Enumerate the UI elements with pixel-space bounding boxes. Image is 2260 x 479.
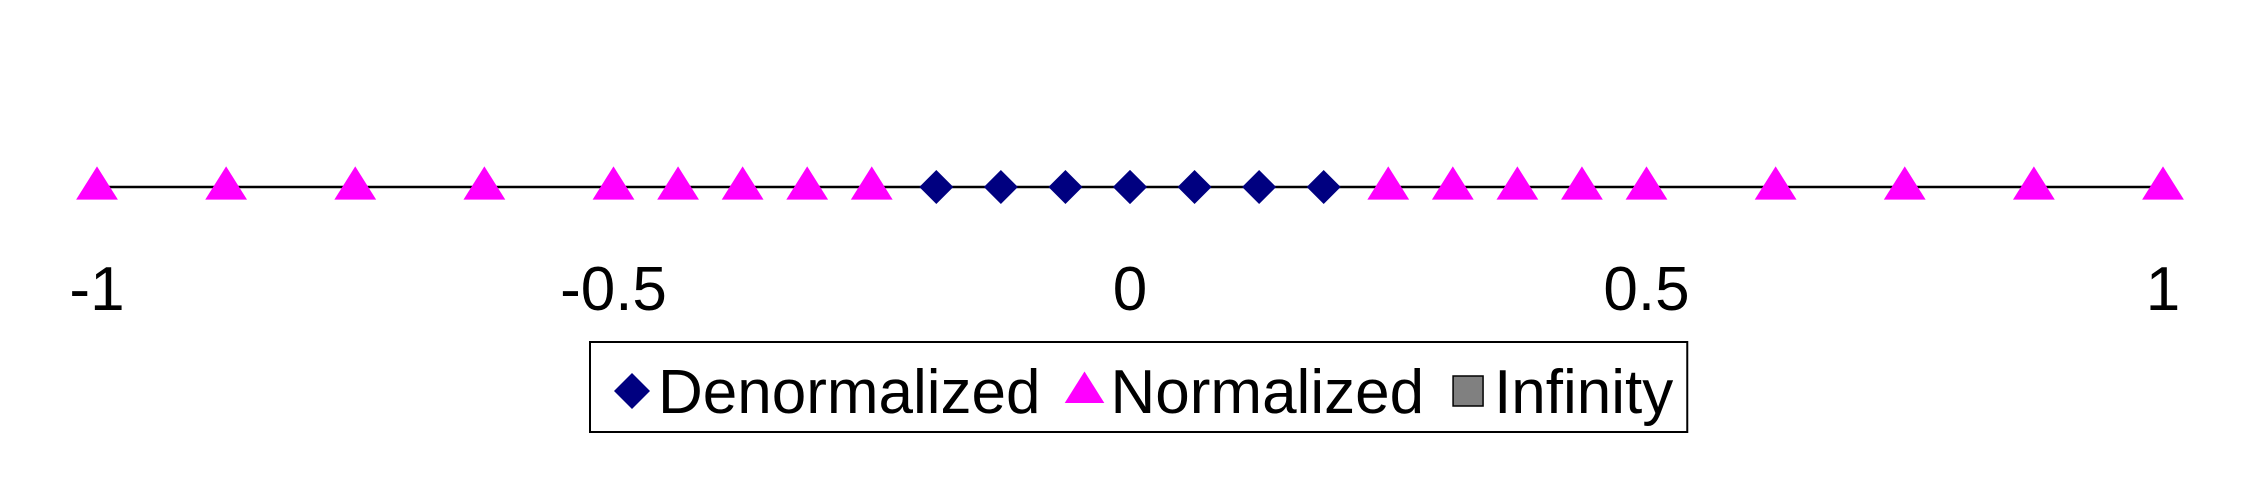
denormalized-point <box>919 170 954 204</box>
legend-items: Denormalized Normalized Infinity <box>614 358 1673 427</box>
denormalized-point <box>1177 170 1212 204</box>
normalized-point <box>463 166 506 200</box>
infinity-legend-marker <box>1452 375 1484 407</box>
normalized-point <box>1431 166 1474 200</box>
normalized-point <box>76 166 118 200</box>
normalized-point <box>334 166 377 200</box>
infinity-legend-label: Infinity <box>1494 358 1673 427</box>
normalized-point <box>592 166 635 200</box>
normalized-point <box>1496 166 1539 200</box>
normalized-point <box>786 166 829 200</box>
normalized-legend-marker <box>1064 371 1105 403</box>
normalized-point <box>2142 166 2184 200</box>
x-tick-label: 0 <box>1113 255 1147 324</box>
normalized-point <box>721 166 764 200</box>
normalized-point <box>205 166 248 200</box>
x-tick-label: 0.5 <box>1603 255 1689 324</box>
denormalized-point <box>983 170 1018 204</box>
denormalized-point <box>1242 170 1277 204</box>
normalized-point <box>2012 166 2055 200</box>
normalized-point <box>1561 166 1603 200</box>
x-axis-tick-labels: -1 -0.5 0 0.5 1 <box>69 255 2180 324</box>
denormalized-legend-label: Denormalized <box>658 358 1041 427</box>
x-tick-label: -1 <box>69 255 124 324</box>
denormalized-point <box>1113 170 1147 204</box>
normalized-point <box>657 166 699 200</box>
data-markers <box>76 166 2184 204</box>
normalized-point <box>1754 166 1797 200</box>
denormalized-point <box>1306 170 1341 204</box>
normalized-point <box>850 166 893 200</box>
x-tick-label: -0.5 <box>560 255 667 324</box>
normalized-legend-label: Normalized <box>1111 358 1425 427</box>
normalized-point <box>1883 166 1926 200</box>
x-tick-label: 1 <box>2146 255 2180 324</box>
legend-box <box>589 341 1689 433</box>
denormalized-legend-marker <box>614 373 650 409</box>
denormalized-point <box>1048 170 1083 204</box>
normalized-point <box>1367 166 1410 200</box>
legend: Denormalized Normalized Infinity <box>589 341 1689 433</box>
normalized-point <box>1625 166 1668 200</box>
